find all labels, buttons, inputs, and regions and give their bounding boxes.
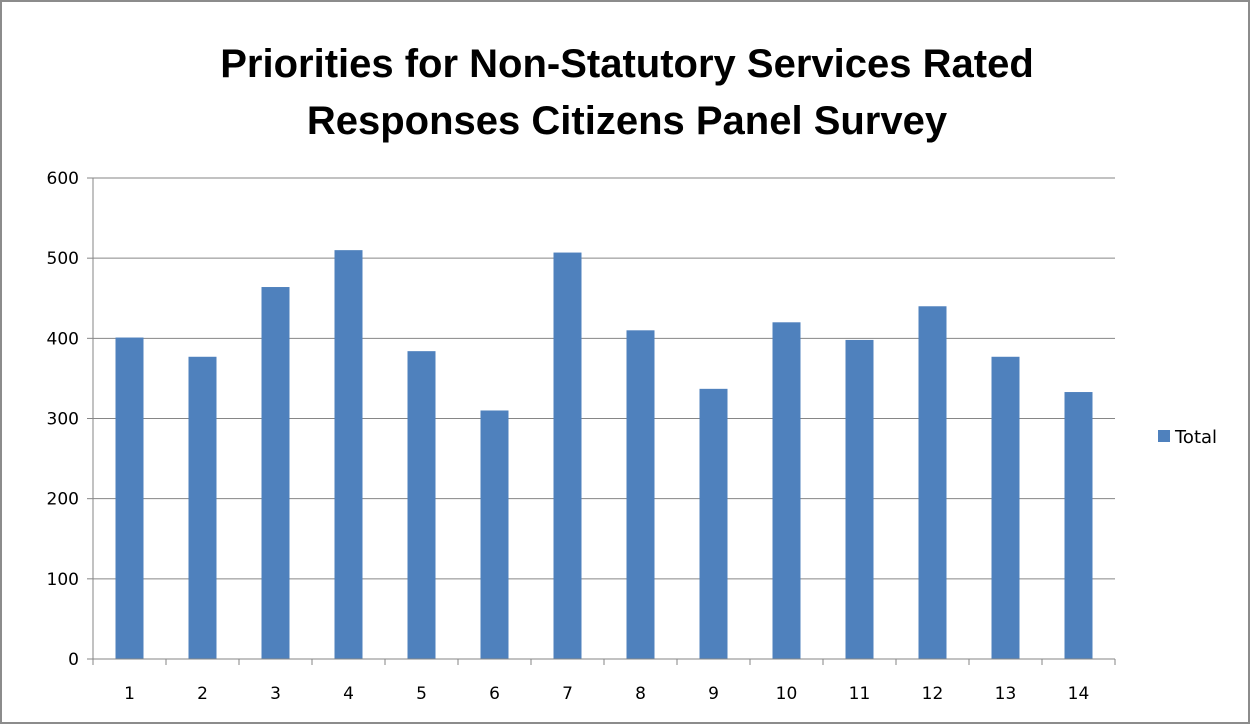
x-tick-label: 14 [1068, 684, 1090, 704]
legend-label: Total [1174, 427, 1217, 448]
bar [553, 252, 582, 659]
bar [1064, 392, 1093, 659]
y-tick-label: 400 [47, 329, 79, 349]
bar [480, 410, 509, 659]
x-tick-label: 8 [635, 684, 646, 704]
y-axis-ticks: 0 100 200 300 400 500 600 [47, 169, 93, 670]
bar [918, 306, 947, 659]
y-tick-label: 300 [47, 410, 79, 430]
x-tick-label: 2 [197, 684, 208, 704]
x-tick-label: 9 [708, 684, 719, 704]
bar [699, 388, 728, 659]
y-tick-label: 200 [47, 490, 79, 510]
legend-swatch [1158, 430, 1170, 442]
bars [115, 250, 1093, 659]
bar [407, 351, 436, 659]
y-tick-label: 100 [47, 570, 79, 590]
chart-title-line-2: Responses Citizens Panel Survey [306, 99, 948, 143]
x-tick-label: 5 [416, 684, 427, 704]
chart-title-line-1: Priorities for Non-Statutory Services Ra… [220, 42, 1034, 86]
bar [991, 356, 1020, 659]
bar [261, 287, 290, 659]
bar [845, 339, 874, 659]
x-tick-label: 7 [562, 684, 573, 704]
x-tick-label: 12 [922, 684, 944, 704]
axes [92, 178, 1115, 660]
y-tick-label: 0 [68, 650, 79, 670]
bar [188, 356, 217, 659]
x-tick-label: 11 [849, 684, 871, 704]
x-tick-label: 1 [124, 684, 135, 704]
x-tick-label: 13 [995, 684, 1017, 704]
x-tick-label: 3 [270, 684, 281, 704]
x-tick-label: 10 [776, 684, 798, 704]
gridlines [93, 177, 1115, 580]
bar [772, 322, 801, 659]
x-axis-ticks: 1 2 3 4 5 6 7 8 9 10 11 12 13 14 [92, 659, 1116, 704]
legend: Total [1158, 427, 1217, 448]
x-tick-label: 6 [489, 684, 500, 704]
chart-title: Priorities for Non-Statutory Services Ra… [2, 36, 1250, 150]
bar [626, 330, 655, 659]
bar [115, 337, 144, 659]
x-tick-label: 4 [343, 684, 354, 704]
bar [334, 250, 363, 659]
y-tick-label: 500 [47, 249, 79, 269]
y-tick-label: 600 [47, 169, 79, 189]
